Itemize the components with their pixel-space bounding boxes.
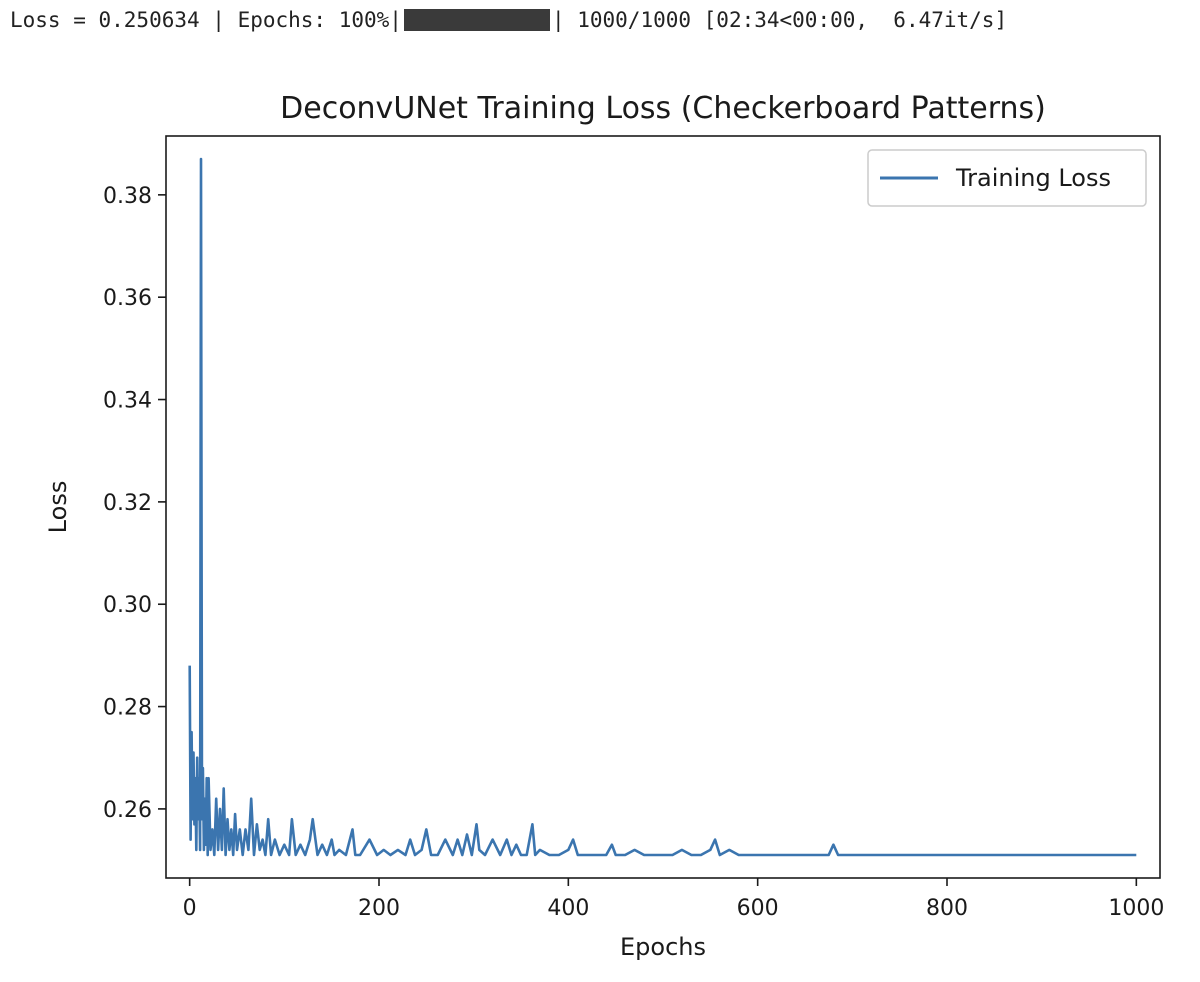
y-tick-label: 0.26 bbox=[103, 798, 152, 823]
y-axis-label: Loss bbox=[44, 481, 72, 534]
x-axis: 0 200 400 600 800 1000 bbox=[183, 878, 1164, 921]
progress-bar bbox=[403, 9, 550, 31]
y-tick-label: 0.38 bbox=[103, 184, 152, 209]
y-tick-label: 0.36 bbox=[103, 286, 152, 311]
legend-box bbox=[867, 149, 1147, 207]
y-tick-label: 0.34 bbox=[103, 389, 152, 414]
x-tick-label: 400 bbox=[547, 896, 589, 921]
y-tick-label: 0.32 bbox=[103, 491, 152, 516]
legend-entry-training-loss: Training Loss bbox=[955, 164, 1111, 192]
legend: Training Loss bbox=[867, 149, 1147, 207]
progress-suffix-text: | 1000/1000 [02:34<00:00, 6.47it/s] bbox=[551, 8, 1008, 32]
progress-bar-fill bbox=[403, 9, 550, 31]
progress-prefix-text: Loss = 0.250634 | Epochs: 100%| bbox=[10, 8, 402, 32]
x-tick-label: 1000 bbox=[1108, 896, 1164, 921]
plot-frame bbox=[165, 135, 1161, 879]
y-tick-label: 0.30 bbox=[103, 593, 152, 618]
training-progress-line: Loss = 0.250634 | Epochs: 100%| | 1000/10… bbox=[10, 6, 1007, 34]
training-loss-series-line bbox=[188, 157, 1137, 857]
x-tick-label: 600 bbox=[737, 896, 779, 921]
plot-area bbox=[188, 157, 1137, 857]
y-tick-label: 0.28 bbox=[103, 696, 152, 721]
x-axis-label: Epochs bbox=[620, 933, 706, 961]
x-tick-label: 800 bbox=[926, 896, 968, 921]
y-axis: 0.26 0.28 0.30 0.32 0.34 0.36 0.38 bbox=[103, 184, 166, 823]
chart-title: DeconvUNet Training Loss (Checkerboard P… bbox=[280, 91, 1046, 126]
x-tick-label: 200 bbox=[358, 896, 400, 921]
x-tick-label: 0 bbox=[183, 896, 197, 921]
